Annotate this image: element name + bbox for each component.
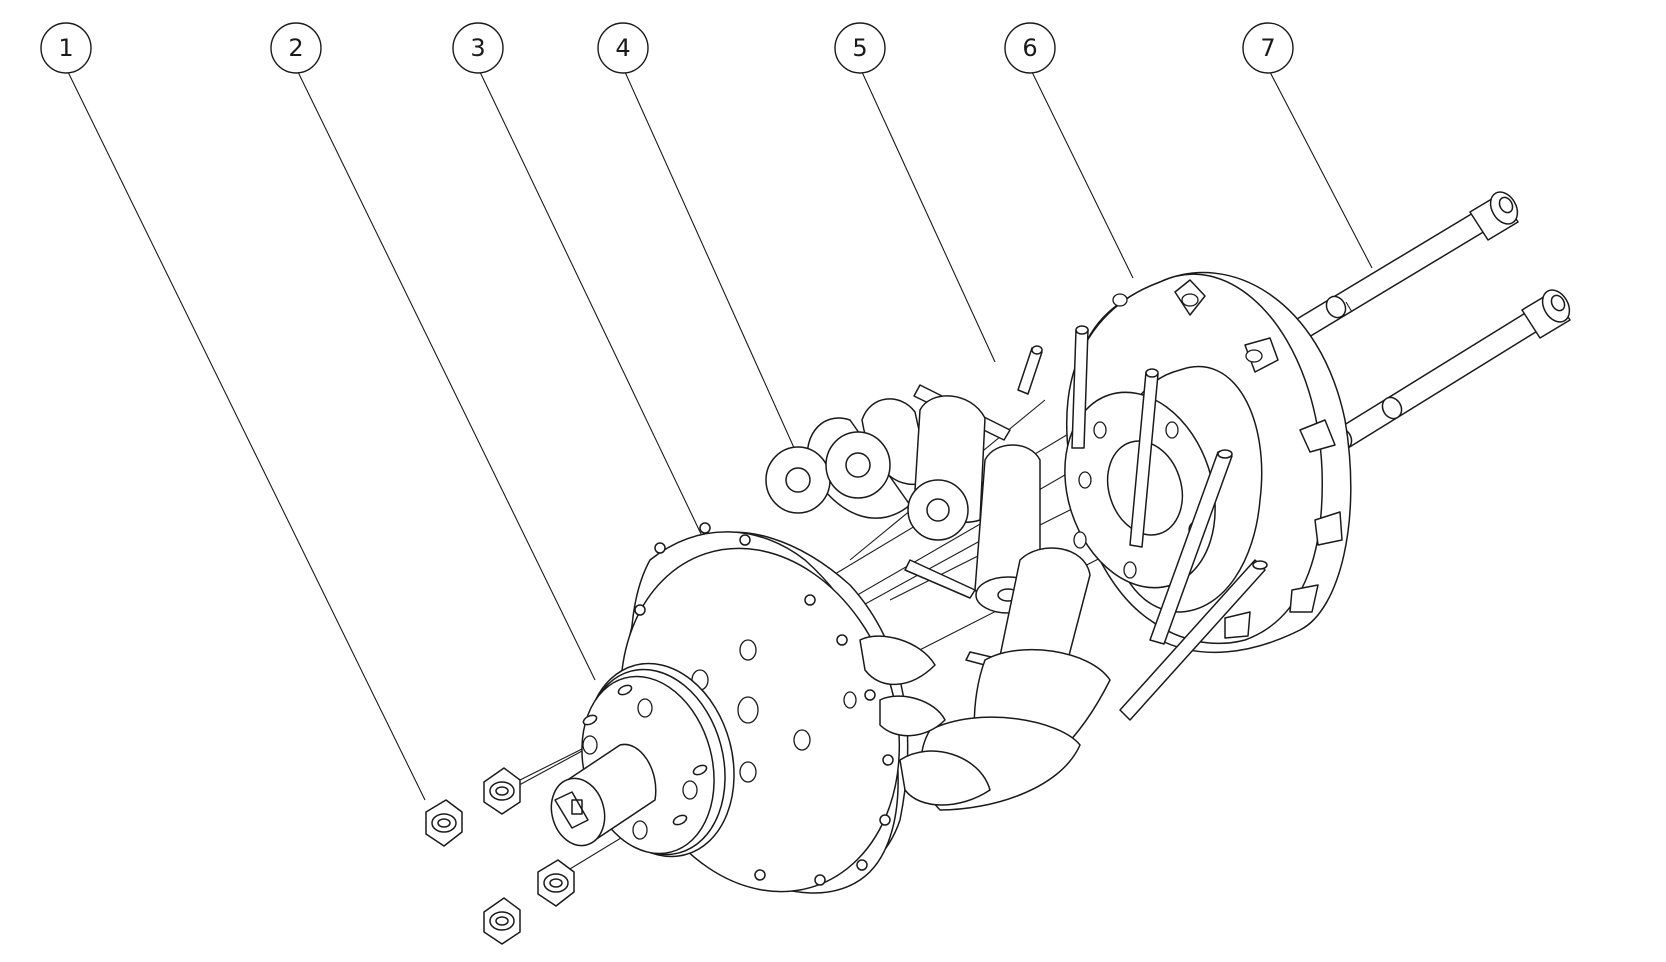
leader-line-3 bbox=[479, 71, 703, 537]
balloon-6[interactable] bbox=[1004, 22, 1056, 74]
balloon-group-5: 5 bbox=[834, 22, 996, 363]
leader-line-4 bbox=[624, 71, 796, 451]
balloon-group-6: 6 bbox=[1004, 22, 1134, 279]
balloon-7[interactable] bbox=[1242, 22, 1294, 74]
balloon-label-2: 2 bbox=[288, 34, 303, 62]
balloon-1[interactable] bbox=[40, 22, 92, 74]
balloon-label-1: 1 bbox=[58, 34, 73, 62]
balloon-2[interactable] bbox=[270, 22, 322, 74]
balloon-4[interactable] bbox=[597, 22, 649, 74]
hex-nut-3 bbox=[537, 859, 575, 907]
hex-nut-4 bbox=[483, 897, 521, 945]
balloon-group-4: 4 bbox=[597, 22, 796, 451]
balloon-5[interactable] bbox=[834, 22, 886, 74]
cap-screw-lower bbox=[1331, 289, 1571, 451]
balloon-group-1: 1 bbox=[40, 22, 426, 801]
leader-line-2 bbox=[297, 71, 596, 681]
rollers bbox=[765, 395, 1111, 811]
hex-nut-1 bbox=[425, 799, 463, 847]
hub bbox=[550, 662, 735, 858]
balloon-label-6: 6 bbox=[1022, 34, 1037, 62]
leader-line-1 bbox=[67, 71, 426, 801]
balloon-group-2: 2 bbox=[270, 22, 596, 681]
leader-line-5 bbox=[861, 71, 996, 363]
balloon-label-7: 7 bbox=[1260, 34, 1275, 62]
balloon-group-3: 3 bbox=[452, 22, 703, 537]
balloon-label-5: 5 bbox=[852, 34, 867, 62]
balloon-3[interactable] bbox=[452, 22, 504, 74]
cap-screw-upper bbox=[1277, 191, 1519, 349]
balloon-label-4: 4 bbox=[615, 34, 630, 62]
leader-line-7 bbox=[1269, 71, 1373, 269]
leader-line-6 bbox=[1031, 71, 1134, 279]
hex-nut-2 bbox=[483, 767, 521, 815]
balloon-label-3: 3 bbox=[470, 34, 485, 62]
balloon-group-7: 7 bbox=[1242, 22, 1373, 269]
